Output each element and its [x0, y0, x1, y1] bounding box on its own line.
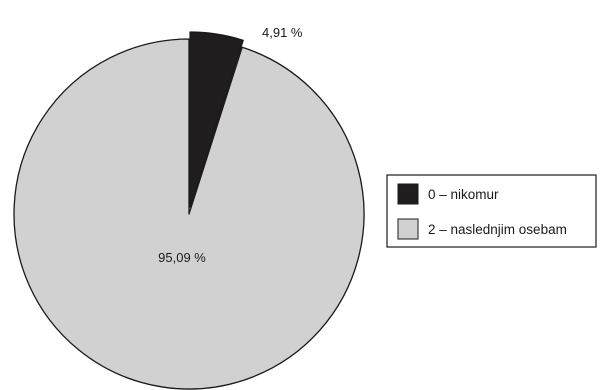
- pie-slice-nikomur: [189, 31, 244, 208]
- legend: 0 – nikomur 2 – naslednjim osebam: [386, 174, 597, 248]
- legend-swatch-naslednjim-osebam: [397, 218, 419, 240]
- pie-slice-naslednjim-osebam: [13, 38, 365, 390]
- legend-label-naslednjim-osebam: 2 – naslednjim osebam: [428, 222, 567, 237]
- slice-label-nikomur: 4,91 %: [262, 25, 303, 40]
- legend-frame: [386, 174, 597, 248]
- slice-label-naslednjim-osebam: 95,09 %: [158, 250, 206, 265]
- legend-label-nikomur: 0 – nikomur: [428, 187, 499, 202]
- legend-swatch-nikomur: [397, 183, 419, 205]
